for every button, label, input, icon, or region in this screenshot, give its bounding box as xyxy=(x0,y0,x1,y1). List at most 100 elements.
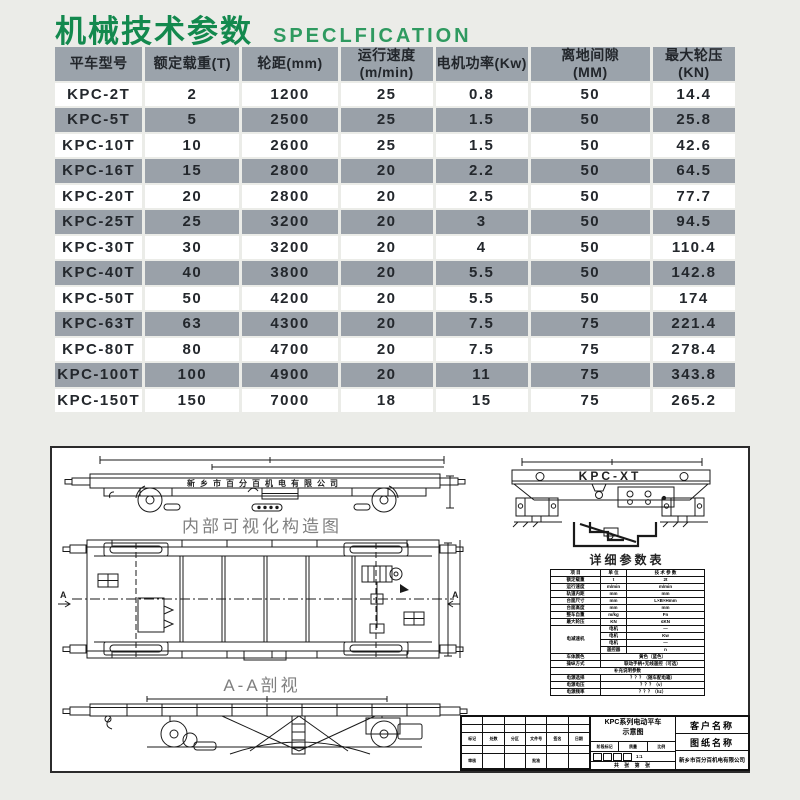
table-cell: mm xyxy=(600,590,627,598)
title-block-cell xyxy=(526,725,548,733)
table-cell: mm xyxy=(600,597,627,605)
table-cell: 2800 xyxy=(242,184,338,209)
table-cell: m/min xyxy=(600,583,627,591)
table-cell: mm xyxy=(626,604,705,612)
title-block-cell: 标记 xyxy=(462,733,484,746)
table-cell: 142.8 xyxy=(652,261,735,285)
title-block-cell xyxy=(483,717,505,725)
title-block-cell xyxy=(504,746,526,754)
title-block-cell xyxy=(483,746,505,754)
col-header-motor-power: 电机功率(Kw) xyxy=(435,47,528,81)
table-cell: 遥控器 xyxy=(600,646,627,654)
col-header-clearance: 离地间隙 (MM) xyxy=(530,47,650,81)
table-cell: 20 xyxy=(340,337,433,362)
table-row: KPC-5T 5 2500 25 1.5 50 25.8 xyxy=(55,108,735,132)
table-cell: L×B×Hmm xyxy=(626,597,705,605)
table-cell: 3200 xyxy=(242,235,338,260)
spec-table: 平车型号 额定载重(T) 轮距(mm) 运行速度 (m/min) 电机功率(Kw… xyxy=(52,45,738,414)
table-cell: 4900 xyxy=(242,363,338,387)
table-cell: 额定载重 xyxy=(550,576,601,584)
detail-parameter-table: 项 目单 位技 术 参 数额定载重 t 2t 运行速度 m/min m/min 轨道内距 mm… xyxy=(550,569,705,696)
title-block-cell xyxy=(568,754,590,769)
table-cell: 电减速机 xyxy=(550,625,601,654)
table-cell: 2600 xyxy=(242,133,338,158)
table-row: 最大轮压 KN ≤KN xyxy=(550,618,705,626)
revision-grid: 标记 处数 分区 文件号 签名 日期 审核 批准 xyxy=(462,717,591,769)
table-cell: 20 xyxy=(145,184,240,209)
table-cell: 电机 xyxy=(600,639,627,647)
page-header: 机械技术参数 SPECLFICATION xyxy=(55,6,472,51)
table-cell: mm xyxy=(600,604,627,612)
scale-value: 1:1 xyxy=(636,754,643,759)
table-cell: 黄色（蓝色） xyxy=(600,653,705,661)
stage-mark-boxes: 1:1 xyxy=(591,752,675,762)
table-cell: Fn xyxy=(626,611,705,619)
sheet-count: 共 张 第 张 xyxy=(613,763,653,769)
table-cell: 25 xyxy=(340,108,433,132)
table-cell: 343.8 xyxy=(652,363,735,387)
table-row: KPC-63T 63 4300 20 7.5 75 221.4 xyxy=(55,312,735,336)
table-cell: 50 xyxy=(530,159,650,183)
table-cell: 50 xyxy=(530,286,650,311)
table-cell: 75 xyxy=(530,337,650,362)
table-cell: 50 xyxy=(530,133,650,158)
title-block-cell: 审核 xyxy=(462,754,484,769)
table-cell: 50 xyxy=(530,261,650,285)
table-row: 运行速度 m/min m/min xyxy=(550,583,705,591)
table-cell: 20 xyxy=(340,159,433,183)
table-cell: 电机 xyxy=(600,632,627,640)
title-block-cell xyxy=(526,746,548,754)
col-header-speed: 运行速度 (m/min) xyxy=(340,47,433,81)
title-block-cell xyxy=(526,717,548,725)
table-cell: 15 xyxy=(435,388,528,413)
table-cell: 10 xyxy=(145,133,240,158)
title-block-cell xyxy=(483,725,505,733)
table-cell: 补充说明参数 xyxy=(550,667,705,675)
table-cell: 3200 xyxy=(242,210,338,234)
table-cell: Kw xyxy=(626,632,705,640)
title-block-cell xyxy=(568,725,590,733)
svg-text:新乡市百分百机电有限公司: 新乡市百分百机电有限公司 xyxy=(187,478,343,488)
table-row: 车体颜色 黄色（蓝色） xyxy=(550,653,705,661)
table-cell: 20 xyxy=(340,286,433,311)
side-view-top-drawing: 新乡市百分百机电有限公司 xyxy=(64,456,466,513)
table-row: KPC-100T 100 4900 20 11 75 343.8 xyxy=(55,363,735,387)
title-block-cell xyxy=(504,717,526,725)
table-row: KPC-30T 30 3200 20 4 50 110.4 xyxy=(55,235,735,260)
end-view-model-label: KPC-XT xyxy=(579,469,642,483)
table-cell: 轨道内距 xyxy=(550,590,601,598)
technical-drawing-panel: 新乡市百分百机电有限公司 内部可视化构造图 xyxy=(50,446,750,773)
table-cell: KPC-25T xyxy=(55,210,143,234)
title-block-cell xyxy=(547,754,569,769)
spec-table-header: 平车型号 额定载重(T) 轮距(mm) 运行速度 (m/min) 电机功率(Kw… xyxy=(55,47,735,81)
table-cell: 42.6 xyxy=(652,133,735,158)
table-cell: 110.4 xyxy=(652,235,735,260)
section-view-label: A-A剖视 xyxy=(223,676,300,695)
table-cell: 2500 xyxy=(242,108,338,132)
table-cell: 20 xyxy=(340,261,433,285)
table-cell: 4300 xyxy=(242,312,338,336)
table-cell: 221.4 xyxy=(652,312,735,336)
table-cell: 30 xyxy=(145,235,240,260)
title-block-cell xyxy=(462,746,484,754)
table-cell: 7.5 xyxy=(435,312,528,336)
table-row: KPC-40T 40 3800 20 5.5 50 142.8 xyxy=(55,261,735,285)
table-cell: 15 xyxy=(145,159,240,183)
internal-view-label: 内部可视化构造图 xyxy=(182,517,342,536)
customer-name-label: 客户名称 xyxy=(676,717,748,734)
table-cell: 技 术 参 数 xyxy=(626,569,705,577)
table-cell: 3800 xyxy=(242,261,338,285)
table-cell: t xyxy=(600,576,627,584)
table-cell: 运行速度 xyxy=(550,583,601,591)
table-cell: 4700 xyxy=(242,337,338,362)
table-cell: KPC-30T xyxy=(55,235,143,260)
table-row: 额定载重 t 2t xyxy=(550,576,705,584)
table-row: 项 目单 位技 术 参 数 xyxy=(550,569,705,577)
col-header-model: 平车型号 xyxy=(55,47,143,81)
table-cell: 11 xyxy=(435,363,528,387)
table-cell: ≤KN xyxy=(626,618,705,626)
title-block-cell: 分区 xyxy=(504,733,526,746)
table-cell: 电源频率 xyxy=(550,688,601,696)
title-block-cell xyxy=(483,754,505,769)
